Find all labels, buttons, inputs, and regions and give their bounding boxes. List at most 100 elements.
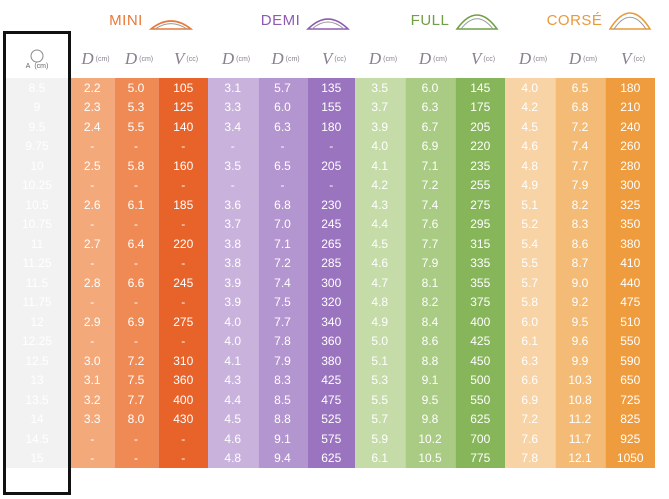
demi-cell: - — [208, 136, 259, 156]
table-row: 12 2.9 6.9 275 4.0 7.7 340 4.9 8.4 400 6.0 9.5 510 — [3, 312, 655, 332]
corse-cell: 550 — [605, 331, 655, 351]
mini-volume-header: V (cc) — [161, 40, 211, 78]
corse-cell: 7.2 — [505, 409, 556, 429]
full-cell: 9.5 — [405, 390, 456, 410]
mini-cell: 125 — [158, 97, 208, 117]
corse-cell: 9.6 — [555, 331, 606, 351]
full-cell: 8.8 — [405, 351, 456, 371]
table-row: 14.5- - -4.6 9.1 575 5.9 10.2 700 7.6 11.7 925 — [3, 429, 655, 449]
corse-cell: 4.9 — [505, 175, 556, 195]
demi-cell: 7.8 — [258, 331, 308, 351]
corse-cell: 5.7 — [505, 273, 556, 293]
full-cell: 425 — [455, 331, 505, 351]
demi-cell: 575 — [307, 429, 355, 449]
mini-cell: 5.0 — [114, 78, 159, 98]
full-cell: 5.3 — [355, 370, 406, 390]
mini-cell: 3.3 — [71, 409, 115, 429]
header-symbol: V — [173, 49, 185, 68]
full-cell: 700 — [455, 429, 505, 449]
corse-cell: 280 — [605, 156, 655, 176]
demi-cell: 4.8 — [208, 448, 259, 468]
corse-cell: 590 — [605, 351, 655, 371]
full-cell: 4.8 — [355, 292, 406, 312]
demi-cell: 3.6 — [208, 195, 259, 215]
mini-cell: 2.3 — [71, 97, 115, 117]
full-cell: 6.1 — [355, 448, 406, 468]
corse-volume-header: V (cc) — [608, 40, 658, 78]
corse-cell: 440 — [605, 273, 655, 293]
size-header-sub: A — [25, 62, 31, 70]
size-cell: 11.75 — [3, 292, 71, 312]
size-cell: 14.5 — [3, 429, 71, 449]
mini-cell: - — [158, 331, 208, 351]
corse-cell: 6.0 — [505, 312, 556, 332]
full-cell: 5.9 — [355, 429, 406, 449]
mini-cell: - — [158, 292, 208, 312]
corse-cell: 7.4 — [555, 136, 606, 156]
demi-cell: 4.4 — [208, 390, 259, 410]
table-row: 9.5 2.4 5.5 140 3.4 6.3 180 3.9 6.7 205 4.5 7.2 240 — [3, 117, 655, 137]
demi-cell: 205 — [307, 156, 355, 176]
demi-cell: 9.4 — [258, 448, 308, 468]
table-row: 15- - -4.8 9.4 625 6.1 10.5 775 7.8 12.1 1050 — [3, 448, 655, 468]
mini-cell: 140 — [158, 117, 208, 137]
corse-cell: 8.2 — [555, 195, 606, 215]
mini-cell: 5.8 — [114, 156, 159, 176]
demi-cell: 8.5 — [258, 390, 308, 410]
table-row: 12.25- - -4.0 7.8 360 5.0 8.6 425 6.1 9.6 550 — [3, 331, 655, 351]
full-cell: 10.2 — [405, 429, 456, 449]
demi-diameter-c-header: D (cm) — [261, 40, 310, 78]
full-cell: 335 — [455, 253, 505, 273]
mini-cell: 2.8 — [71, 273, 115, 293]
demi-cell: 7.4 — [258, 273, 308, 293]
corse-cell: 8.3 — [555, 214, 606, 234]
size-cell: 13.5 — [3, 390, 71, 410]
full-cell: 4.9 — [355, 312, 406, 332]
table-row: 13 3.1 7.5 360 4.3 8.3 425 5.3 9.1 500 6.6 10.3 650 — [3, 370, 655, 390]
full-cell: 5.0 — [355, 331, 406, 351]
header-unit: (cc) — [633, 55, 646, 63]
full-cell: 500 — [455, 370, 505, 390]
full-cell: 3.9 — [355, 117, 406, 137]
corse-cell: 725 — [605, 390, 655, 410]
corse-diameter-c-header: D (cm) — [558, 40, 608, 78]
corse-cell: 7.7 — [555, 156, 606, 176]
header-symbol: D — [124, 49, 138, 68]
mini-cell: 185 — [158, 195, 208, 215]
brand-corse-label: CORSÉ — [546, 11, 603, 29]
demi-cell: 4.6 — [208, 429, 259, 449]
corse-cell: 325 — [605, 195, 655, 215]
full-volume-header: V (cc) — [458, 40, 508, 78]
full-cell: 205 — [455, 117, 505, 137]
demi-cell: 5.7 — [258, 78, 308, 98]
demi-cell: 300 — [307, 273, 355, 293]
demi-cell: 425 — [307, 370, 355, 390]
full-cell: 10.5 — [405, 448, 456, 468]
demi-cell: 285 — [307, 253, 355, 273]
corse-cell: 350 — [605, 214, 655, 234]
demi-cell: 8.3 — [258, 370, 308, 390]
demi-cell: 3.9 — [208, 292, 259, 312]
size-column-header: A (cm) — [3, 40, 71, 78]
header-unit: (cm) — [433, 55, 448, 63]
corse-cell: 11.7 — [555, 429, 606, 449]
demi-cell: - — [258, 136, 308, 156]
mini-cell: - — [71, 448, 115, 468]
size-cell: 10.5 — [3, 195, 71, 215]
corse-cell: 12.1 — [555, 448, 606, 468]
corse-cell: 4.6 — [505, 136, 556, 156]
full-cell: 6.9 — [405, 136, 456, 156]
header-unit: (cm) — [236, 55, 251, 63]
demi-cell: 3.3 — [208, 97, 259, 117]
demi-cell: 340 — [307, 312, 355, 332]
demi-cell: 320 — [307, 292, 355, 312]
mini-cell: - — [71, 136, 115, 156]
corse-cell: 825 — [605, 409, 655, 429]
mini-cell: - — [158, 214, 208, 234]
corse-cell: 240 — [605, 117, 655, 137]
mini-cell: - — [114, 136, 159, 156]
demi-cell: 6.8 — [258, 195, 308, 215]
table-row: 11.75- - -3.9 7.5 320 4.8 8.2 375 5.8 9.2 475 — [3, 292, 655, 312]
mini-cell: - — [114, 448, 159, 468]
mini-cell: 7.2 — [114, 351, 159, 371]
